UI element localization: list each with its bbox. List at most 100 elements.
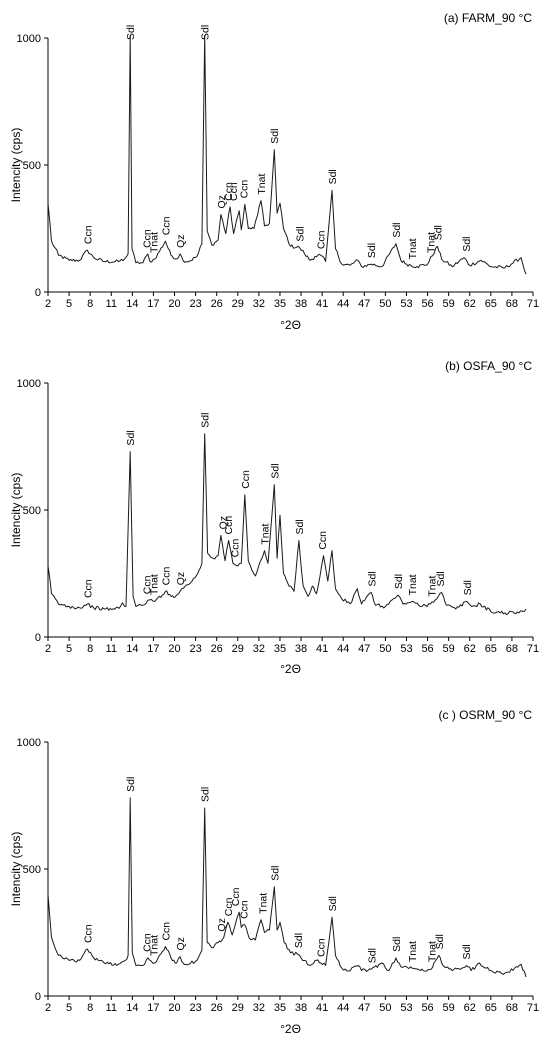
peak-label: Sdl	[295, 226, 307, 241]
x-tick-label: 17	[147, 1002, 159, 1014]
peak-label: Sdl	[294, 519, 306, 534]
x-tick-label: 35	[274, 643, 286, 655]
x-tick-label: 38	[295, 1002, 307, 1014]
peak-label: Sdl	[293, 933, 305, 948]
peak-label: Tnat	[148, 232, 160, 253]
peak-label: Sdl	[461, 944, 473, 959]
peak-label: Sdl	[125, 777, 137, 792]
peak-label: Qz	[216, 918, 228, 931]
x-tick-label: 26	[211, 643, 223, 655]
panel-title: (c ) OSRM_90 °C	[439, 708, 533, 722]
x-tick-label: 71	[527, 643, 539, 655]
peak-label: Tnat	[256, 174, 268, 195]
y-tick-label: 500	[23, 864, 41, 876]
xrd-panel-3: 0 500 1000 2 5 8 11 14 17 20 23 26 29 32 35 38 41 44 47 50 5…	[9, 708, 539, 1036]
peak-label: Ccn	[160, 216, 172, 235]
x-tick-label: 26	[211, 298, 223, 310]
peak-label: Ccn	[141, 575, 153, 594]
x-tick-label: 14	[126, 643, 138, 655]
xrd-panel-2: 0 500 1000 2 5 8 11 14 17 20 23 26 29 32 35 38 41 44 47 50 5…	[9, 359, 539, 676]
peak-label: Ccn	[160, 566, 172, 585]
peak-label: Tnat	[425, 232, 437, 253]
x-tick-label: 14	[126, 298, 138, 310]
peak-label: Sdl	[391, 937, 403, 952]
x-tick-label: 47	[358, 1002, 370, 1014]
x-tick-label: 35	[274, 298, 286, 310]
peak-label: Sdl	[435, 571, 447, 586]
y-tick-label: 0	[35, 287, 41, 299]
x-tick-label: 35	[274, 1002, 286, 1014]
x-tick-label: 5	[66, 643, 72, 655]
x-tick-label: 11	[106, 298, 117, 310]
x-tick-label: 41	[316, 643, 328, 655]
x-tick-label: 29	[232, 643, 244, 655]
x-tick-label: 17	[147, 643, 159, 655]
x-tick-label: 32	[253, 643, 265, 655]
peak-label: Ccn	[228, 182, 240, 201]
peak-label: Sdl	[269, 463, 281, 478]
x-tick-label: 8	[87, 1002, 93, 1014]
peak-label: Ccn	[160, 922, 172, 941]
x-tick-label: 2	[45, 1002, 51, 1014]
peak-label: Sdl	[366, 948, 378, 963]
x-tick-label: 47	[358, 643, 370, 655]
peak-label: Ccn	[229, 538, 241, 557]
peak-label: Sdl	[327, 896, 339, 911]
x-tick-label: 2	[45, 643, 51, 655]
peak-label: Tnat	[427, 941, 439, 962]
peak-label: Qz	[175, 234, 187, 247]
x-tick-label: 44	[337, 1002, 349, 1014]
x-tick-label: 68	[506, 643, 518, 655]
peak-label: Ccn	[223, 182, 235, 201]
peak-label: Sdl	[366, 243, 378, 258]
y-tick-label: 0	[35, 991, 41, 1003]
x-tick-label: 41	[316, 298, 328, 310]
peak-label: Tnat	[407, 574, 419, 595]
x-tick-label: 47	[358, 298, 370, 310]
x-tick-label: 11	[106, 643, 117, 655]
y-axis-title: Intencity (cps)	[9, 128, 23, 203]
y-tick-label: 1000	[17, 378, 41, 390]
y-tick-label: 500	[23, 160, 41, 172]
xrd-pattern-line	[47, 433, 527, 615]
x-tick-label: 20	[168, 643, 180, 655]
peak-label: Sdl	[125, 25, 137, 40]
peak-label: Qz	[175, 937, 187, 950]
x-tick-label: 56	[421, 298, 433, 310]
x-tick-label: 38	[295, 298, 307, 310]
peak-label: Tnat	[148, 574, 160, 595]
peak-label: Ccn	[317, 531, 329, 550]
x-tick-label: 23	[189, 643, 201, 655]
x-tick-label: 53	[400, 643, 412, 655]
panel-title: (a) FARM_90 °C	[444, 11, 532, 25]
y-tick-label: 500	[23, 505, 41, 517]
peak-label: Tnat	[257, 893, 269, 914]
peak-label: Sdl	[432, 225, 444, 240]
x-tick-label: 65	[485, 298, 497, 310]
xrd-pattern-line	[47, 797, 527, 978]
peak-label: Ccn	[316, 230, 328, 249]
x-tick-label: 50	[379, 298, 391, 310]
x-axis-title: °2Θ	[280, 318, 301, 332]
xrd-panel-1: 0 500 1000 2 5 8 11 14 17 20 23 26 29 32 35 38 41 44 47 50 5…	[9, 11, 539, 332]
peak-label: Ccn	[141, 229, 153, 248]
peak-label: Ccn	[82, 924, 94, 943]
x-tick-label: 44	[337, 298, 349, 310]
x-tick-label: 56	[421, 643, 433, 655]
x-tick-label: 29	[232, 298, 244, 310]
peak-label: Ccn	[223, 516, 235, 535]
x-tick-label: 68	[506, 1002, 518, 1014]
peak-label: Sdl	[366, 571, 378, 586]
x-tick-label: 59	[443, 643, 455, 655]
x-tick-label: 23	[189, 298, 201, 310]
peak-label: Sdl	[434, 934, 446, 949]
peak-label: Ccn	[238, 900, 250, 919]
peak-label: Sdl	[200, 413, 212, 428]
peak-label: Sdl	[461, 236, 473, 251]
y-axis-title: Intencity (cps)	[9, 832, 23, 907]
peak-label: Ccn	[238, 180, 250, 199]
peak-label: Tnat	[407, 941, 419, 962]
panel-title: (b) OSFA_90 °C	[445, 359, 532, 373]
x-tick-label: 8	[87, 643, 93, 655]
